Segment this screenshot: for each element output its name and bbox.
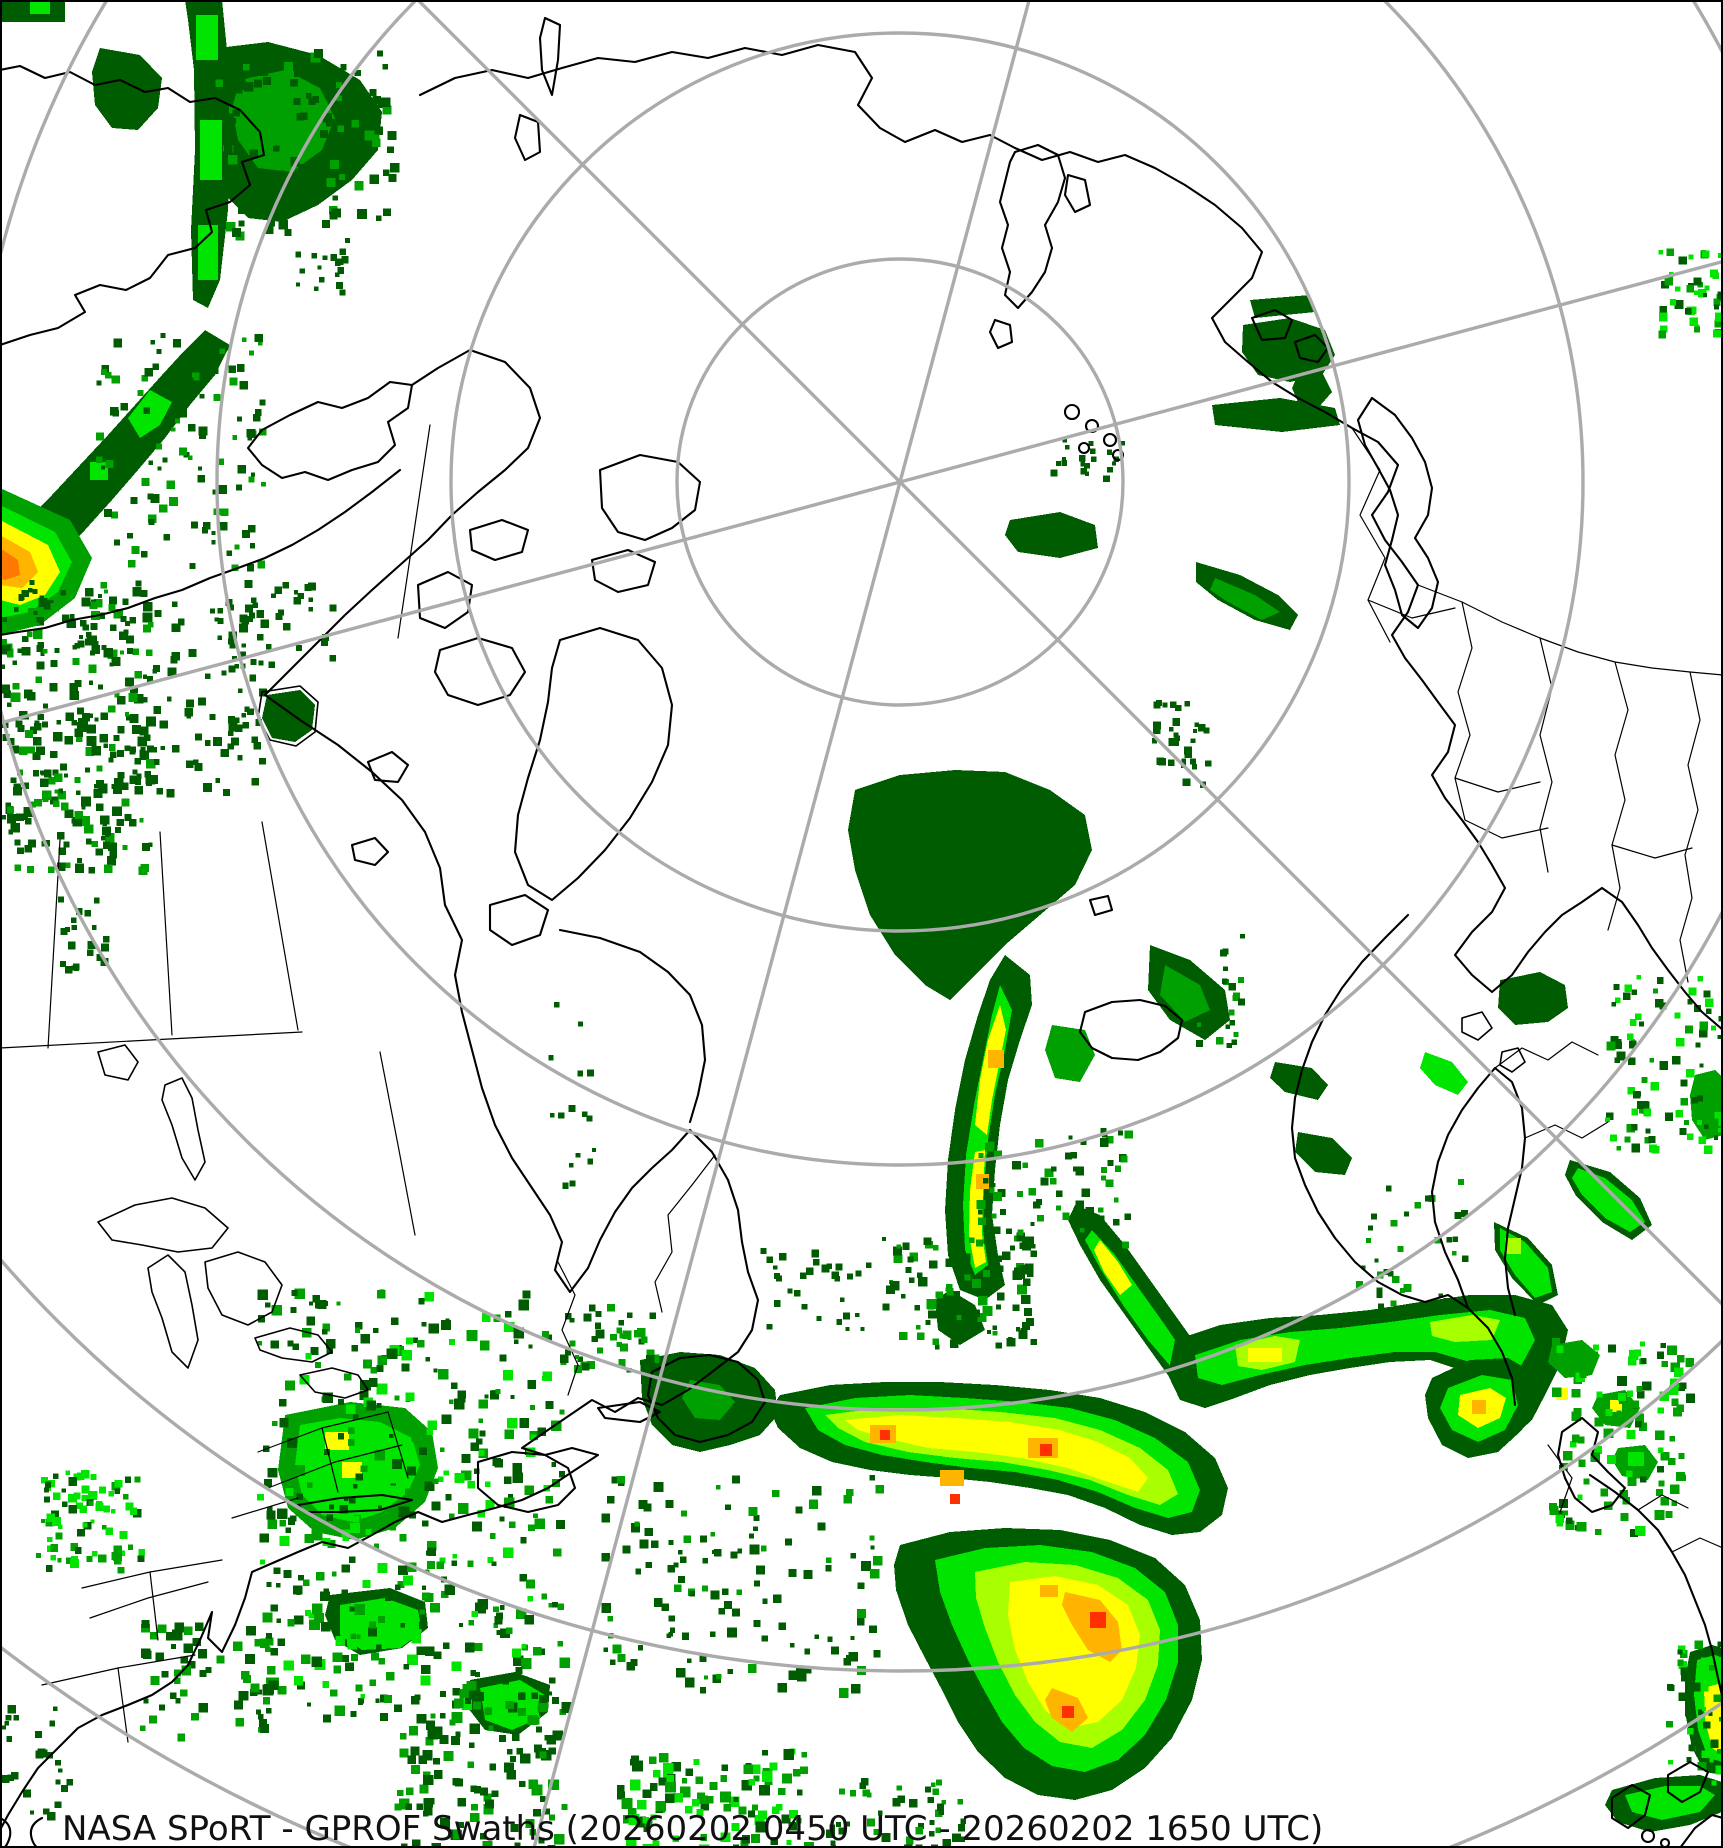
meridian-line (899, 259, 1723, 484)
meridian-line (898, 480, 1723, 1308)
swath-atlantic-lobe (894, 1528, 1202, 1800)
latitude-circle (675, 257, 1125, 707)
map-caption: NASA SPoRT - GPROF Swaths (20260202 0450… (62, 1809, 1323, 1848)
swath-scandinavia-coast (1548, 1340, 1658, 1480)
swath-denmark-strait (1045, 945, 1230, 1082)
meridian-line (532, 481, 902, 1848)
swath-yellow-blob (1425, 1358, 1535, 1458)
swath-atlantic-band (770, 1382, 1228, 1535)
meridian-line (898, 0, 1031, 483)
swath-severnaya-zemlya (1005, 295, 1340, 558)
admin-borders (0, 427, 1723, 1743)
latitude-circle (215, 0, 1585, 1167)
latitude-circle (0, 0, 1723, 1412)
latitude-circle (0, 1256, 1723, 1673)
swath-kara-streak (1196, 562, 1298, 630)
swath-norwegian-sea-band (1168, 1295, 1568, 1438)
latitude-circle (449, 31, 1351, 933)
swath-baltic (1494, 1160, 1652, 1305)
meridian-line (0, 480, 901, 725)
meridian-line (415, 0, 902, 484)
swath-greenland-arc (848, 770, 1092, 1345)
